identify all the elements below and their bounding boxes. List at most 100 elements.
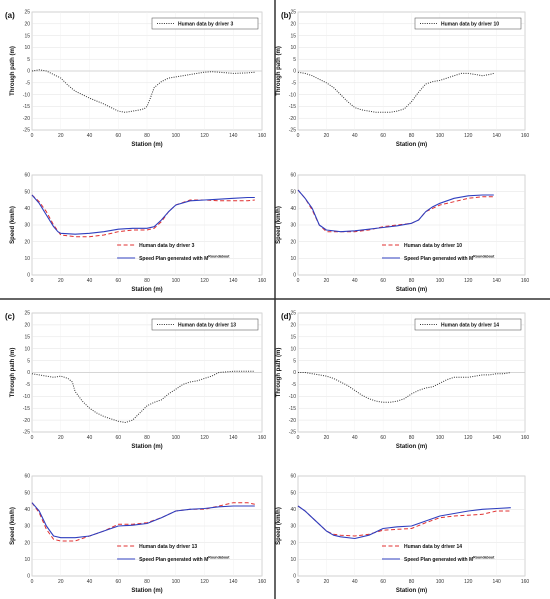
- x-tick-label: 140: [492, 579, 501, 585]
- y-tick-label: -20: [23, 418, 30, 424]
- y-axis-label: Through path (m): [10, 46, 16, 96]
- x-tick-label: 100: [436, 133, 445, 139]
- legend: Human data by driver 13: [152, 319, 258, 330]
- y-tick-label: -5: [26, 81, 31, 87]
- chart-b-speed: 0 10 20 30 40 50 60 0 20 40 60 80 100 120 140 160 Statio…: [276, 173, 529, 293]
- legend-label: Human data by driver 13: [178, 322, 236, 328]
- x-tick-label: 120: [464, 435, 473, 441]
- x-tick-label: 140: [492, 133, 501, 139]
- y-tick-label: -5: [292, 81, 297, 87]
- y-tick-label: 40: [290, 507, 296, 513]
- chart-a-speed: 0 10 20 30 40 50 60 0 20 40 60 80 100 120 140 160 Statio…: [10, 173, 266, 293]
- legend: Human data by driver 14: [415, 319, 521, 330]
- y-tick-label: 50: [24, 189, 30, 195]
- chart-b-path: -25 -20 -15 -10 -5 0 5 10 15 20 25 0 20 40 60 80 100 120 1…: [276, 10, 529, 148]
- x-tick-label: 20: [58, 133, 64, 139]
- y-tick-label: 15: [290, 33, 296, 39]
- chart-d-path: -25-20-15-10-505101520250 20 40 60 80 100 120 1…: [276, 311, 529, 450]
- x-tick-label: 40: [352, 579, 358, 585]
- x-tick-label: 60: [380, 133, 386, 139]
- y-tick-label: -10: [23, 92, 30, 98]
- y-tick-label: 10: [290, 346, 296, 352]
- y-tick-label: 20: [24, 239, 30, 245]
- x-tick-label: 40: [87, 435, 93, 441]
- x-tick-label: 160: [521, 435, 530, 441]
- y-tick-label: 15: [24, 335, 30, 341]
- x-tick-label: 60: [115, 579, 121, 585]
- y-tick-label: -5: [292, 382, 297, 388]
- y-axis-label: Through path (m): [276, 348, 282, 398]
- x-tick-label: 100: [436, 435, 445, 441]
- y-tick-label: 0: [27, 69, 30, 75]
- legend-label: Human data by driver 10: [441, 21, 499, 27]
- y-tick-label: 20: [24, 323, 30, 329]
- chart-c-path: -25-20-15-10-505101520250 20 40 60 80 100 120 1…: [5, 311, 266, 450]
- y-tick-label: -15: [23, 104, 30, 110]
- x-tick-label: 120: [464, 579, 473, 585]
- x-tick-label: 40: [352, 278, 358, 284]
- y-tick-label: 60: [24, 474, 30, 480]
- y-tick-label: 5: [293, 358, 296, 364]
- x-tick-label: 140: [229, 435, 238, 441]
- y-tick-label: -25: [289, 128, 296, 134]
- y-tick-label: 0: [293, 69, 296, 75]
- legend-label-1: Human data by driver 10: [404, 243, 462, 249]
- x-tick-label: 0: [297, 579, 300, 585]
- y-tick-label: 60: [24, 173, 30, 179]
- panel-label: (a): [5, 11, 15, 20]
- y-tick-label: 20: [290, 239, 296, 245]
- y-tick-label: 50: [290, 189, 296, 195]
- x-tick-label: 120: [200, 278, 209, 284]
- x-tick-label: 100: [172, 579, 181, 585]
- x-tick-label: 0: [31, 278, 34, 284]
- y-tick-label: 20: [290, 22, 296, 28]
- y-tick-label: 20: [290, 323, 296, 329]
- y-tick-label: 60: [290, 173, 296, 179]
- y-tick-label: -25: [289, 430, 296, 436]
- x-tick-label: 120: [200, 579, 209, 585]
- y-tick-label: 0: [27, 370, 30, 376]
- x-tick-label: 0: [297, 435, 300, 441]
- x-tick-label: 20: [58, 579, 64, 585]
- y-tick-label: 15: [24, 33, 30, 39]
- y-tick-label: 5: [293, 57, 296, 63]
- y-tick-label: -20: [289, 116, 296, 122]
- x-axis-label: Station (m): [396, 444, 427, 450]
- y-tick-label: 25: [24, 311, 30, 317]
- y-tick-label: -25: [23, 430, 30, 436]
- y-tick-label: 50: [290, 490, 296, 496]
- x-tick-label: 100: [172, 278, 181, 284]
- y-tick-label: -10: [289, 394, 296, 400]
- y-axis-label: Speed (km/h): [10, 507, 16, 545]
- x-tick-label: 160: [258, 579, 267, 585]
- x-axis-label: Station (m): [396, 588, 427, 594]
- x-tick-label: 100: [436, 579, 445, 585]
- x-tick-label: 0: [297, 278, 300, 284]
- x-tick-label: 100: [172, 133, 181, 139]
- legend-label: Human data by driver 14: [441, 322, 499, 328]
- x-tick-label: 20: [324, 579, 330, 585]
- legend-superscript: Roundabout: [473, 555, 495, 559]
- chart-d-speed: 01020304050600 20 40 60 80 100 120 140 160Statio…: [276, 474, 529, 594]
- x-tick-label: 80: [144, 435, 150, 441]
- y-tick-label: 15: [290, 335, 296, 341]
- x-tick-label: 80: [409, 133, 415, 139]
- x-tick-label: 60: [115, 278, 121, 284]
- x-tick-label: 20: [58, 278, 64, 284]
- x-tick-label: 140: [492, 278, 501, 284]
- x-tick-label: 0: [31, 133, 34, 139]
- x-axis-label: Station (m): [131, 287, 162, 293]
- x-tick-label: 60: [115, 133, 121, 139]
- x-tick-label: 160: [521, 133, 530, 139]
- x-tick-label: 60: [380, 435, 386, 441]
- y-tick-label: 50: [24, 490, 30, 496]
- x-tick-label: 160: [258, 133, 267, 139]
- x-tick-label: 160: [521, 278, 530, 284]
- x-tick-label: 40: [352, 435, 358, 441]
- y-tick-label: 10: [24, 256, 30, 262]
- y-tick-label: -15: [289, 104, 296, 110]
- y-tick-label: 30: [24, 223, 30, 229]
- legend-label-1: Human data by driver 13: [139, 544, 197, 550]
- x-tick-label: 140: [229, 278, 238, 284]
